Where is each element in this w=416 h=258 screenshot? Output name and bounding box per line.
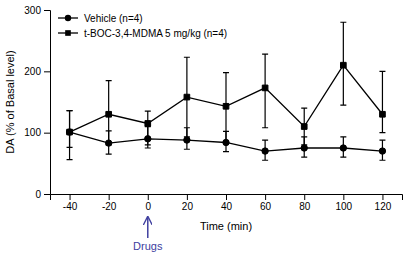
axis-line <box>44 11 51 195</box>
tick-mark <box>44 194 50 195</box>
error-bar <box>145 111 151 145</box>
tick-label: 0 <box>145 201 151 212</box>
point <box>301 145 307 151</box>
tick: -40 <box>63 194 78 212</box>
tick-label: 120 <box>375 201 392 212</box>
point <box>184 137 190 143</box>
point <box>262 85 268 91</box>
legend-label: t-BOC-3,4-MDMA 5 mg/kg (n=4) <box>84 28 227 39</box>
tick-label: 300 <box>24 5 41 16</box>
tick-mark <box>148 194 149 200</box>
point <box>301 124 307 130</box>
tick: 0 <box>35 189 50 200</box>
error-bar <box>301 108 307 145</box>
error-bar <box>262 54 268 128</box>
legend-label: Vehicle (n=4) <box>84 13 143 24</box>
tick-label: 200 <box>24 66 41 77</box>
tick-mark <box>382 194 383 200</box>
chart: -40 -20 0 20 40 60 80 100 120 0 100 200 300 Time (min… <box>0 0 416 258</box>
tick-mark <box>109 194 110 200</box>
tick-label: -40 <box>63 201 78 212</box>
tick-mark <box>44 10 50 11</box>
error-bar <box>223 73 229 144</box>
tick-label: 60 <box>260 201 272 212</box>
tick-label: 20 <box>182 201 194 212</box>
y-axis: 0 100 200 300 <box>24 5 50 200</box>
tick-mark <box>265 194 266 200</box>
tick-mark <box>44 71 50 72</box>
legend: Vehicle (n=4) t-BOC-3,4-MDMA 5 mg/kg (n=4… <box>58 13 227 39</box>
tick: -20 <box>102 194 117 212</box>
legend-symbol <box>65 15 71 21</box>
tick: 300 <box>24 5 50 16</box>
tick-mark <box>44 133 50 134</box>
tick-label: 0 <box>35 189 41 200</box>
error-bar <box>67 111 73 160</box>
point <box>340 145 346 151</box>
error-bar <box>340 22 346 105</box>
error-bar <box>184 57 190 137</box>
point <box>223 103 229 109</box>
annotation-arrow <box>147 217 149 238</box>
error-bar <box>106 81 112 145</box>
axis-line <box>51 195 403 201</box>
marks <box>66 22 385 160</box>
error-bar <box>379 140 385 160</box>
point <box>106 111 112 117</box>
tick: 0 <box>145 194 151 212</box>
error-bar <box>262 140 268 160</box>
plot: -40 -20 0 20 40 60 80 100 120 0 100 200 300 Time (min… <box>4 5 403 252</box>
annotation-label: Drugs <box>133 240 163 252</box>
point <box>145 121 151 127</box>
tick: 60 <box>260 194 272 212</box>
tick: 100 <box>24 127 50 138</box>
legend-item: Vehicle (n=4) <box>58 13 143 24</box>
point <box>184 94 190 100</box>
x-axis: -40 -20 0 20 40 60 80 100 120 <box>51 194 403 212</box>
tick-mark <box>70 194 71 200</box>
tick-label: -20 <box>102 201 117 212</box>
tick: 200 <box>24 66 50 77</box>
point <box>341 62 347 68</box>
error-bar <box>340 137 346 157</box>
tick-label: 100 <box>24 127 41 138</box>
tick: 80 <box>299 194 311 212</box>
tick-mark <box>304 194 305 200</box>
tick: 100 <box>335 194 352 212</box>
tick-mark <box>187 194 188 200</box>
tick: 20 <box>182 194 194 212</box>
point <box>380 111 386 117</box>
point <box>67 129 73 135</box>
point <box>262 148 268 154</box>
tick: 40 <box>221 194 233 212</box>
legend-item: t-BOC-3,4-MDMA 5 mg/kg (n=4) <box>58 28 227 39</box>
point <box>66 129 72 135</box>
point <box>379 148 385 154</box>
x-axis-title: Time (min) <box>200 220 252 232</box>
tick-mark <box>226 194 227 200</box>
tick: 120 <box>375 194 392 212</box>
tick-label: 80 <box>299 201 311 212</box>
series <box>67 22 386 159</box>
error-bar <box>379 71 385 132</box>
tick-mark <box>343 194 344 200</box>
legend-symbol <box>65 30 71 36</box>
tick-label: 100 <box>335 201 352 212</box>
tick-label: 40 <box>221 201 233 212</box>
y-axis-title: DA (% of Basal level) <box>4 50 16 153</box>
